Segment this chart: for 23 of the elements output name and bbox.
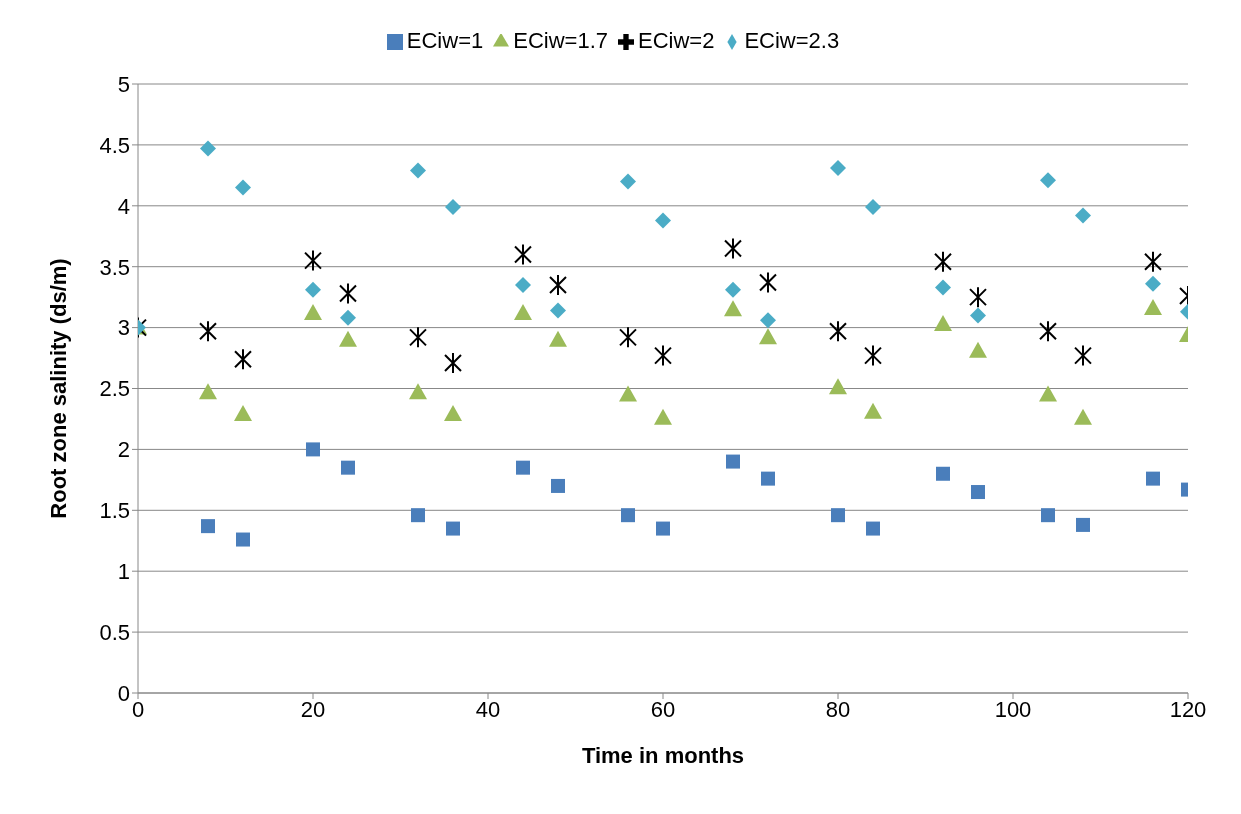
y-tick-label: 1	[117, 559, 130, 585]
y-tick-label: 2.5	[99, 376, 130, 402]
y-tick-label: 5	[117, 71, 130, 97]
y-tick-label: 3	[117, 315, 130, 341]
legend-label: ECiw=1	[406, 28, 484, 53]
y-tick-label: 0	[117, 680, 130, 706]
x-tick-label: 80	[825, 696, 851, 722]
x-axis-title: Time in months	[581, 743, 745, 768]
legend-label: ECiw=2.3	[744, 28, 840, 53]
x-tick-label: 100	[994, 696, 1032, 722]
legend-label: ECiw=2	[638, 28, 715, 53]
y-tick-label: 0.5	[99, 619, 130, 645]
legend-label: ECiw=1.7	[513, 28, 608, 53]
y-tick-label: 4.5	[99, 132, 130, 158]
x-tick-label: 40	[475, 696, 501, 722]
x-tick-label: 20	[300, 696, 326, 722]
y-tick-label: 4	[117, 193, 130, 219]
x-tick-label: 120	[1169, 696, 1207, 722]
y-tick-label: 1.5	[99, 498, 130, 524]
x-tick-label: 60	[650, 696, 676, 722]
y-tick-label: 3.5	[99, 254, 130, 280]
y-tick-label: 2	[117, 437, 130, 463]
y-axis-title: Root zone salinity (ds/m)	[45, 258, 71, 519]
